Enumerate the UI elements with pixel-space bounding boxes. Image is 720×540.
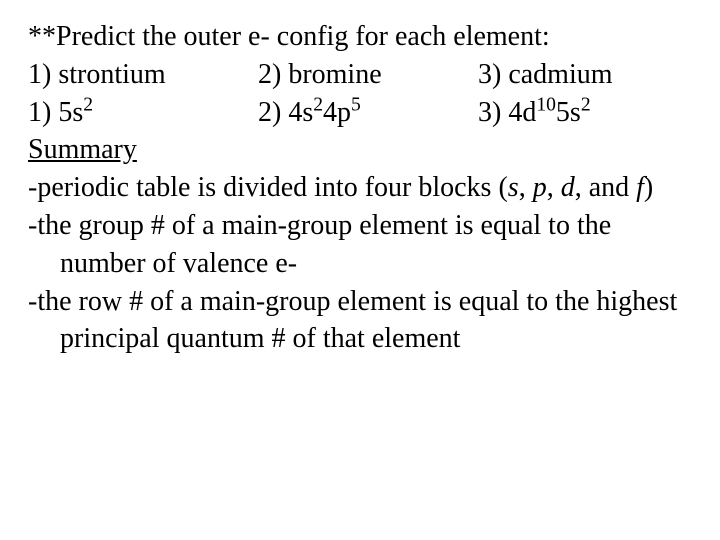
a2-base2: 4p bbox=[323, 97, 351, 128]
q-strontium: 1) strontium bbox=[28, 56, 258, 94]
bullet-blocks: -periodic table is divided into four blo… bbox=[28, 169, 692, 207]
q-bromine: 2) bromine bbox=[258, 56, 478, 94]
a2-sup1: 2 bbox=[313, 94, 323, 115]
a-cadmium: 3) 4d105s2 bbox=[478, 94, 692, 132]
a1-base: 1) 5s bbox=[28, 97, 83, 128]
a-bromine: 2) 4s24p5 bbox=[258, 94, 478, 132]
b1-i-d: d bbox=[561, 172, 575, 203]
b1-i-f: f bbox=[636, 172, 644, 203]
summary-heading: Summary bbox=[28, 131, 692, 169]
a3-base2: 5s bbox=[556, 97, 581, 128]
answer-row: 1) 5s2 2) 4s24p5 3) 4d105s2 bbox=[28, 94, 692, 132]
a2-sup2: 5 bbox=[351, 94, 361, 115]
bullet-row: -the row # of a main-group element is eq… bbox=[28, 283, 692, 359]
title-line: **Predict the outer e- config for each e… bbox=[28, 18, 692, 56]
b1-i-s: s bbox=[508, 172, 519, 203]
bullet-group: -the group # of a main-group element is … bbox=[28, 207, 692, 283]
a3-sup1: 10 bbox=[536, 94, 556, 115]
b1-e: ) bbox=[644, 172, 653, 203]
b1-c: , bbox=[547, 172, 561, 203]
b1-d: , and bbox=[575, 172, 636, 203]
a3-base1: 3) 4d bbox=[478, 97, 536, 128]
q-cadmium: 3) cadmium bbox=[478, 56, 692, 94]
slide-body: **Predict the outer e- config for each e… bbox=[0, 0, 720, 376]
b1-i-p: p bbox=[533, 172, 547, 203]
a1-sup: 2 bbox=[83, 94, 93, 115]
b1-a: -periodic table is divided into four blo… bbox=[28, 172, 508, 203]
b1-b: , bbox=[519, 172, 533, 203]
a2-base1: 2) 4s bbox=[258, 97, 313, 128]
a-strontium: 1) 5s2 bbox=[28, 94, 258, 132]
question-row: 1) strontium 2) bromine 3) cadmium bbox=[28, 56, 692, 94]
a3-sup2: 2 bbox=[581, 94, 591, 115]
